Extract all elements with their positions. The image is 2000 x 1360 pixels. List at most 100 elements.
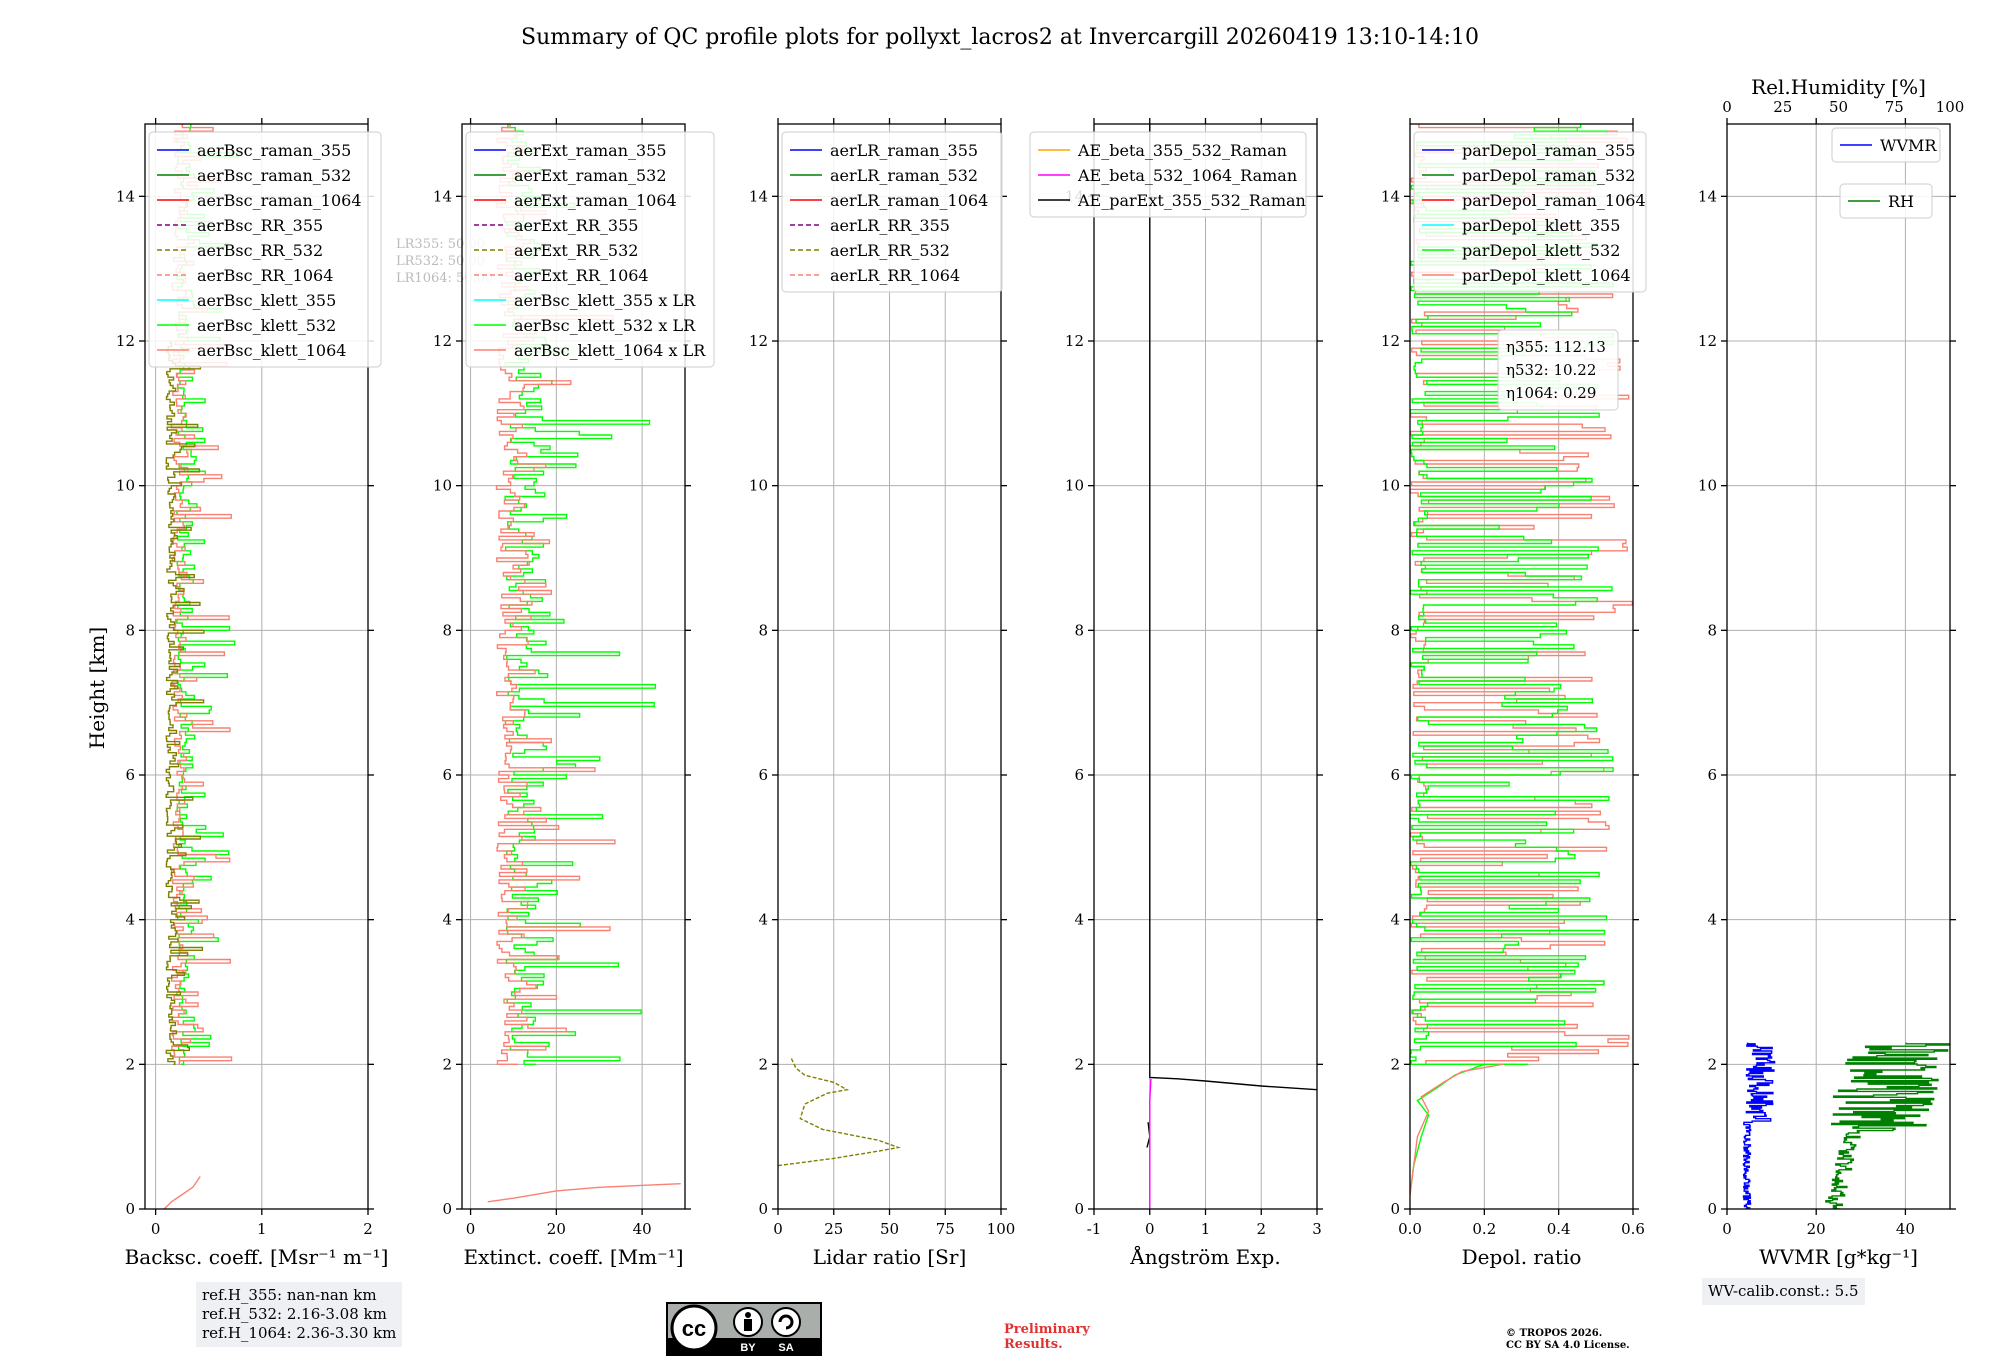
legend-entry: aerExt_RR_1064 — [514, 266, 649, 285]
y-tick-label: 14 — [1381, 187, 1400, 205]
x-tick-label: 0 — [466, 1220, 476, 1238]
y-tick-label: 10 — [749, 477, 768, 495]
x-tick-label: 50 — [880, 1220, 899, 1238]
x2-tick-label: 0 — [1722, 98, 1732, 116]
copyright-line1: © TROPOS 2026. — [1506, 1328, 1603, 1339]
y-tick-label: 12 — [1381, 332, 1400, 350]
y-tick-label: 14 — [749, 187, 768, 205]
series-line-aerBsc_RR_532 — [165, 341, 205, 1065]
preliminary-note: Preliminary Results. — [1004, 1322, 1090, 1352]
y-tick-label: 2 — [1390, 1055, 1400, 1073]
legend-entry: AE_beta_532_1064_Raman — [1077, 166, 1297, 185]
legend-entry: AE_beta_355_532_Raman — [1077, 141, 1287, 160]
series-line-AE_parExt_355_532_Raman — [1149, 124, 1317, 1091]
y-tick-label: 6 — [758, 766, 768, 784]
cc-icon — [670, 1304, 718, 1352]
legend-entry: parDepol_raman_1064 — [1462, 191, 1646, 210]
x-axis-label: WVMR [g*kg⁻¹] — [1759, 1245, 1918, 1269]
legend-box — [148, 131, 382, 368]
y-tick-label: 2 — [1074, 1055, 1084, 1073]
y-tick-label: 8 — [125, 621, 135, 639]
y-tick-label: 6 — [442, 766, 452, 784]
legend-entry: aerLR_raman_532 — [830, 166, 978, 185]
y-tick-label: 0 — [1074, 1200, 1084, 1218]
x-axis-label: Extinct. coeff. [Mm⁻¹] — [463, 1245, 683, 1269]
x-tick-label: 20 — [1807, 1220, 1826, 1238]
legend-box — [1029, 131, 1307, 218]
y-tick-label: 6 — [1074, 766, 1084, 784]
series-line-parDepol_klett_1064 — [1410, 1063, 1504, 1195]
y-tick-label: 2 — [125, 1055, 135, 1073]
y-tick-label: 4 — [1707, 911, 1717, 929]
y-tick-label: 6 — [1390, 766, 1400, 784]
preliminary-line1: Preliminary — [1004, 1322, 1090, 1337]
x2-axis-label: Rel.Humidity [%] — [1751, 75, 1926, 99]
y-tick-label: 0 — [125, 1200, 135, 1218]
eta-annotation: η1064: 0.29 — [1506, 384, 1596, 402]
x-tick-label: 20 — [547, 1220, 566, 1238]
legend-entry: aerExt_RR_355 — [514, 216, 638, 235]
y-tick-label: 0 — [442, 1200, 452, 1218]
x-tick-label: 3 — [1312, 1220, 1322, 1238]
legend: aerBsc_raman_355 aerBsc_raman_532 aerBsc_r… — [148, 131, 382, 368]
x-axis-label: Depol. ratio — [1462, 1245, 1582, 1269]
y-tick-label: 10 — [1698, 477, 1717, 495]
y-tick-label: 2 — [442, 1055, 452, 1073]
axes-frame — [461, 123, 686, 1210]
panel-5: 0 2 4 6 8 10 12 14 0.0 0.2 0.4 0.6 Depol. ratio parDe… — [1381, 118, 1647, 1269]
y-tick-label: 0 — [1707, 1200, 1717, 1218]
y-tick-label: 10 — [1381, 477, 1400, 495]
legend: WVMR RH — [1831, 127, 1941, 219]
x2-tick-label: 50 — [1829, 98, 1848, 116]
figure-title: Summary of QC profile plots for pollyxt_… — [521, 25, 1479, 50]
y-tick-label: 14 — [116, 187, 135, 205]
legend-entry: aerBsc_raman_1064 — [197, 191, 362, 210]
series-line-AE_beta_532_1064_Raman — [1149, 1078, 1152, 1209]
y-tick-label: 6 — [125, 766, 135, 784]
y-tick-label: 6 — [1707, 766, 1717, 784]
legend-entry: WVMR — [1880, 136, 1937, 155]
y-tick-label: 14 — [433, 187, 452, 205]
eta-box — [1497, 329, 1619, 411]
copyright-line2: CC BY SA 4.0 License. — [1506, 1340, 1630, 1351]
cc-license-badge: cc BY SA — [666, 1302, 822, 1356]
x-tick-label: 0 — [151, 1220, 161, 1238]
sa-icon — [771, 1307, 801, 1337]
y-tick-label: 4 — [442, 911, 452, 929]
x-tick-label: 0 — [1145, 1220, 1155, 1238]
legend-entry: parDepol_klett_532 — [1462, 241, 1620, 260]
y-tick-label: 8 — [1707, 621, 1717, 639]
series-line-aerBsc_klett_1064 x LR — [487, 1183, 681, 1203]
x-tick-label: 100 — [987, 1220, 1016, 1238]
legend-entry: aerLR_RR_1064 — [830, 266, 960, 285]
legend-entry: aerBsc_RR_1064 — [197, 266, 333, 285]
legend-entry: parDepol_klett_355 — [1462, 216, 1620, 235]
x-tick-label: 0.0 — [1398, 1220, 1422, 1238]
legend-entry: aerExt_raman_355 — [514, 141, 667, 160]
series-line-aerLR_RR_532 — [778, 1058, 902, 1167]
x-tick-label: 0.2 — [1472, 1220, 1496, 1238]
x-tick-label: 2 — [363, 1220, 373, 1238]
wv-calib-box: WV-calib.const.: 5.5 — [1702, 1278, 1865, 1305]
y-tick-label: 12 — [1698, 332, 1717, 350]
y-tick-label: 2 — [1707, 1055, 1717, 1073]
legend-entry: aerExt_raman_532 — [514, 166, 667, 185]
legend-entry: aerLR_RR_355 — [830, 216, 950, 235]
legend-box — [1831, 127, 1941, 163]
y-tick-label: 4 — [1390, 911, 1400, 929]
legend-entry: aerBsc_RR_355 — [197, 216, 323, 235]
legend-entry: aerLR_raman_1064 — [830, 191, 988, 210]
ref-height-355: ref.H_355: nan-nan km — [202, 1286, 377, 1304]
legend: aerExt_raman_355 aerExt_raman_532 aerExt_r… — [465, 131, 715, 368]
axes-frame — [1726, 123, 1951, 1210]
legend-box — [1413, 131, 1647, 293]
y-tick-label: 8 — [1390, 621, 1400, 639]
legend-entry: aerBsc_klett_1064 — [197, 341, 346, 360]
y-axis-label: Height [km] — [85, 627, 109, 749]
preliminary-line2: Results. — [1004, 1337, 1063, 1352]
ref-heights-box: ref.H_355: nan-nan km ref.H_532: 2.16-3.… — [196, 1282, 403, 1347]
x-tick-label: 0 — [773, 1220, 783, 1238]
